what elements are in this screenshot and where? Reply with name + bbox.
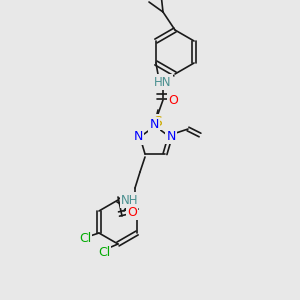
Text: HN: HN — [154, 76, 172, 88]
Text: N: N — [166, 130, 176, 142]
Text: Cl: Cl — [98, 245, 110, 259]
Text: NH: NH — [121, 194, 139, 206]
Text: N: N — [133, 130, 143, 143]
Text: N: N — [149, 118, 159, 131]
Text: S: S — [154, 115, 162, 129]
Text: Cl: Cl — [79, 232, 91, 244]
Text: O: O — [127, 206, 137, 218]
Text: O: O — [168, 94, 178, 106]
